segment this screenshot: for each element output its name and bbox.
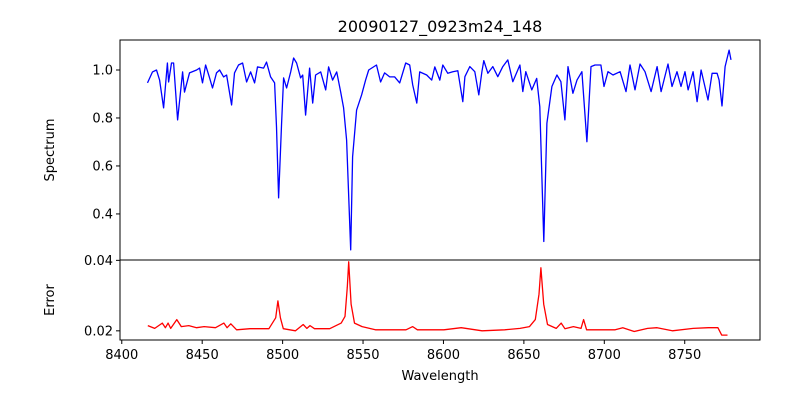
x-tick-label: 8550 <box>346 348 379 363</box>
x-tick-label: 8500 <box>266 348 299 363</box>
y-tick-label: 0.02 <box>84 324 113 339</box>
y-tick-label: 0.04 <box>84 254 113 269</box>
axes-frame <box>119 259 761 341</box>
x-tick-label: 8600 <box>427 348 460 363</box>
y-axis-label-error: Error <box>43 284 58 316</box>
x-tick-label: 8700 <box>588 348 621 363</box>
y-tick-label: 0.6 <box>92 159 113 174</box>
x-tick-label: 8400 <box>105 348 138 363</box>
error-panel: 0.02 0.04 8400 8450 8500 8550 8600 8650 8700 8750 <box>84 254 761 363</box>
y-tick-label: 0.4 <box>92 207 113 222</box>
y-axis-label-spectrum: Spectrum <box>43 119 58 182</box>
x-tick-label: 8450 <box>186 348 219 363</box>
x-tick-label: 8650 <box>507 348 540 363</box>
x-axis-label: Wavelength <box>401 369 478 384</box>
series-line-spectrum <box>146 49 732 251</box>
x-tick-label: 8750 <box>668 348 701 363</box>
spectrum-panel: 0.4 0.6 0.8 1.0 <box>92 39 761 261</box>
y-tick-label: 0.8 <box>92 111 113 126</box>
chart-title: 20090127_0923m24_148 <box>338 17 543 37</box>
series-line-error <box>147 261 728 336</box>
y-tick-label: 1.0 <box>92 63 113 78</box>
